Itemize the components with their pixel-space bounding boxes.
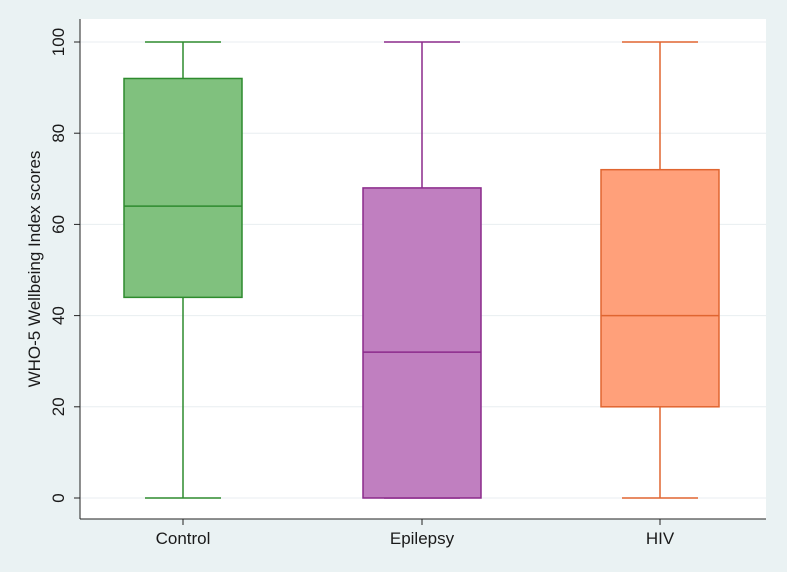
iqr-box bbox=[600, 168, 720, 408]
y-tick-label: 80 bbox=[49, 124, 68, 143]
box-control bbox=[123, 41, 243, 499]
x-axis-ticks: Control Epilepsy HIV bbox=[156, 519, 675, 548]
y-tick-label: 40 bbox=[49, 306, 68, 325]
x-tick-label: HIV bbox=[646, 529, 675, 548]
x-tick-label: Epilepsy bbox=[390, 529, 455, 548]
y-tick-label: 20 bbox=[49, 397, 68, 416]
y-axis-title: WHO-5 Wellbeing Index scores bbox=[25, 151, 44, 388]
y-tick-label: 0 bbox=[49, 493, 68, 502]
x-tick-label: Control bbox=[156, 529, 211, 548]
y-tick-label: 100 bbox=[49, 28, 68, 56]
boxes bbox=[123, 41, 720, 499]
box-hiv bbox=[600, 41, 720, 499]
y-axis-ticks: 0 20 40 60 80 100 bbox=[49, 28, 80, 503]
iqr-box bbox=[123, 77, 243, 299]
iqr-box bbox=[362, 187, 482, 499]
y-tick-label: 60 bbox=[49, 215, 68, 234]
box-epilepsy bbox=[362, 41, 482, 499]
